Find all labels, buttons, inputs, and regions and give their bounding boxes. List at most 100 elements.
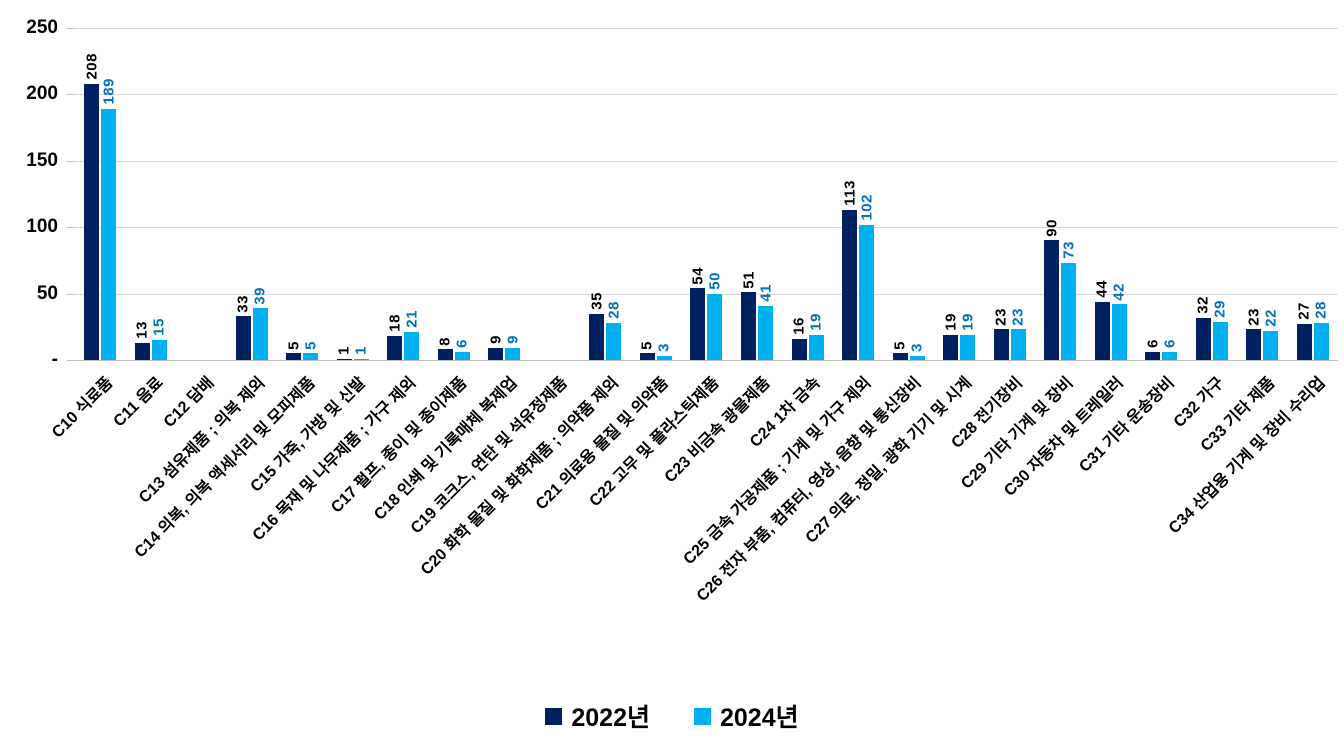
bar-value-label-2024년: 19	[959, 313, 977, 331]
bar-2022년: 113	[841, 180, 858, 360]
bar-value-label-2024년: 19	[807, 313, 825, 331]
bar-2024년: 102	[858, 194, 875, 360]
y-axis-tick-label: -	[51, 349, 58, 370]
bar-group: 5 5 C14 의복, 의복 액세서리 및 모피제품	[132, 28, 328, 562]
plot-area: 208 189 C10 식료품 13 15 C11 음료 C12 담배 33 39 C13 섬유제…	[49, 28, 1338, 605]
bar-group: 35 28 C20 화학 물질 및 화학제품 ; 의약품 제외	[417, 28, 631, 579]
bar-value-label-2022년: 1	[335, 345, 353, 355]
gridline	[67, 227, 1338, 229]
bar-value-label-2022년: 6	[1144, 339, 1162, 349]
bar-2022년: 44	[1094, 280, 1111, 360]
bar-2022년: 19	[942, 313, 959, 360]
y-axis-tick-label: 150	[26, 149, 58, 171]
bar-2022년: 23	[993, 308, 1010, 360]
bar-value-label-2022년: 54	[689, 266, 707, 285]
axis-tick	[67, 227, 75, 229]
bar-2022년: 18	[386, 314, 403, 360]
bar-group: 54 50 C22 고무 및 플라스틱제품	[587, 28, 732, 511]
gridline	[67, 293, 1338, 295]
bar-group: 5 3 C26 전자 부품, 컴퓨터, 영상, 음향 및 통신장비	[694, 28, 934, 605]
bar-value-label-2022년: 23	[1245, 307, 1263, 326]
bar-value-label-2024년: 9	[504, 335, 522, 345]
legend-label-2022: 2022년	[571, 704, 650, 732]
bar-pair: 23 23	[984, 308, 1035, 360]
bar-pair: 208 189	[75, 53, 126, 360]
bar-2024년: 22	[1262, 309, 1279, 360]
bar-group: 19 19 C27 의료, 정밀, 광학 기기 및 시계	[803, 28, 985, 547]
bar-value-label-2022년: 33	[234, 294, 252, 313]
bar-2024년: 6	[454, 339, 471, 360]
bar-group: 16 19 C24 1차 금속	[747, 28, 833, 451]
bar-value-label-2024년: 3	[655, 343, 673, 353]
bar-2024년: 6	[1161, 339, 1178, 360]
bar-value-label-2022년: 27	[1295, 302, 1313, 321]
bar-group: C19 코크스, 연탄 및 석유정제품	[408, 28, 581, 537]
category-label: C10 식료품	[49, 374, 117, 442]
bar-pair: 35 28	[580, 292, 631, 360]
bar-value-label-2022년: 113	[841, 180, 859, 206]
gridline	[67, 160, 1338, 162]
bar-value-label-2022년: 44	[1093, 279, 1111, 298]
bar-group: 32 29 C32 가구	[1171, 28, 1237, 431]
gridline	[67, 28, 1338, 29]
bar-2022년: 6	[1144, 339, 1161, 360]
bar-value-label-2024년: 23	[1009, 307, 1027, 326]
bar-pair: 54 50	[681, 267, 732, 360]
bar-2022년: 1	[336, 346, 353, 360]
y-axis-tick-label: 200	[26, 83, 58, 105]
bar-value-label-2022년: 35	[588, 291, 606, 310]
bar-pair: 19 19	[934, 313, 985, 360]
bar-value-label-2024년: 1	[352, 345, 370, 355]
bar-group: 208 189 C10 식료품	[49, 28, 126, 441]
y-axis-tick-label: 50	[36, 282, 58, 304]
bar-2022년: 9	[487, 335, 504, 360]
bar-value-label-2024년: 28	[605, 301, 623, 319]
axis-tick	[67, 360, 75, 361]
category-label: C11 음료	[110, 374, 168, 431]
bar-2024년: 39	[252, 287, 269, 360]
bar-value-label-2022년: 5	[285, 340, 303, 350]
bar-value-label-2022년: 51	[740, 270, 757, 289]
bar-value-label-2024년: 3	[908, 343, 926, 353]
bar-pair: 51 41	[732, 271, 783, 360]
bar-value-label-2024년: 21	[403, 310, 421, 329]
bar-2022년: 5	[285, 341, 302, 360]
bar-value-label-2024년: 22	[1262, 309, 1280, 327]
bar-value-label-2022년: 208	[83, 53, 101, 80]
legend-item-2022: 2022년	[545, 698, 650, 734]
bar-group: 27 28 C34 산업용 기계 및 장비 수리업	[1166, 28, 1338, 537]
bar-pair: 44 42	[1085, 280, 1136, 360]
bar-pair: 113 102	[833, 180, 884, 360]
bar-group: 1 1 C15 가죽, 가방 및 신발	[248, 28, 379, 496]
bar-2024년: 42	[1111, 283, 1128, 360]
bar-value-label-2022년: 23	[992, 307, 1010, 326]
bar-value-label-2024년: 189	[100, 78, 118, 106]
bar-value-label-2024년: 41	[757, 283, 774, 302]
bar-2022년: 32	[1195, 296, 1212, 360]
bar-value-label-2022년: 16	[790, 317, 808, 335]
bar-2024년: 50	[706, 272, 723, 360]
bar-group: 13 15 C11 음료	[111, 28, 177, 430]
bar-2024년: 9	[504, 335, 521, 360]
bar-value-label-2024년: 28	[1312, 301, 1330, 319]
bar-pair: 33 39	[227, 287, 278, 360]
bar-group: 90 73 C29 기타 기계 및 장비	[958, 28, 1086, 493]
bar-2022년: 35	[588, 292, 605, 360]
bar-value-label-2024년: 5	[302, 340, 320, 350]
bar-2022년: 13	[134, 321, 151, 360]
gridline	[67, 94, 1338, 96]
bar-2022년: 5	[639, 341, 656, 360]
x-axis-line	[67, 360, 1338, 361]
bar-2024년: 189	[100, 78, 117, 360]
bar-2022년: 5	[892, 341, 909, 360]
bar-2022년: 90	[1043, 219, 1060, 360]
bar-group: 6 6 C31 기타 운송장비	[1076, 28, 1187, 476]
bar-2024년: 28	[605, 301, 622, 360]
bar-2024년: 19	[959, 313, 976, 360]
bar-pair: 32 29	[1186, 296, 1237, 360]
